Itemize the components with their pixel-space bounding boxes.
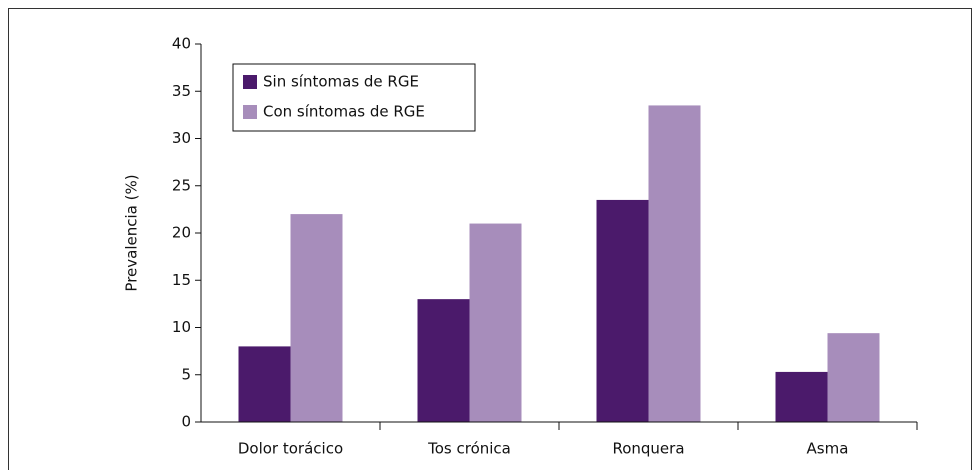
y-tick-label: 35	[172, 82, 191, 100]
bar	[596, 199, 649, 422]
y-tick-label: 5	[181, 365, 191, 383]
y-axis-label: Prevalencia (%)	[123, 174, 141, 291]
y-tick-label: 15	[172, 271, 191, 289]
y-tick-label: 40	[172, 35, 191, 53]
bar	[417, 299, 470, 422]
y-tick-label: 20	[172, 224, 191, 242]
legend-box	[232, 63, 476, 132]
legend-swatch	[243, 105, 257, 119]
y-tick-label: 10	[172, 318, 191, 336]
bar	[469, 223, 522, 422]
bar	[648, 105, 701, 423]
x-tick-label: Asma	[807, 440, 849, 458]
legend-label: Con síntomas de RGE	[263, 103, 425, 121]
bar	[238, 346, 291, 422]
frame	[8, 8, 972, 470]
legend-label: Sin síntomas de RGE	[263, 73, 419, 91]
y-tick-label: 30	[172, 129, 191, 147]
x-tick-label: Dolor torácico	[238, 440, 343, 458]
legend-swatch	[243, 75, 257, 89]
x-tick-label: Ronquera	[612, 440, 684, 458]
x-tick-label: Tos crónica	[427, 440, 511, 458]
y-tick-label: 25	[172, 176, 191, 194]
bar	[775, 371, 828, 422]
bar	[827, 333, 880, 422]
bar	[290, 214, 343, 422]
y-tick-label: 0	[181, 413, 191, 431]
